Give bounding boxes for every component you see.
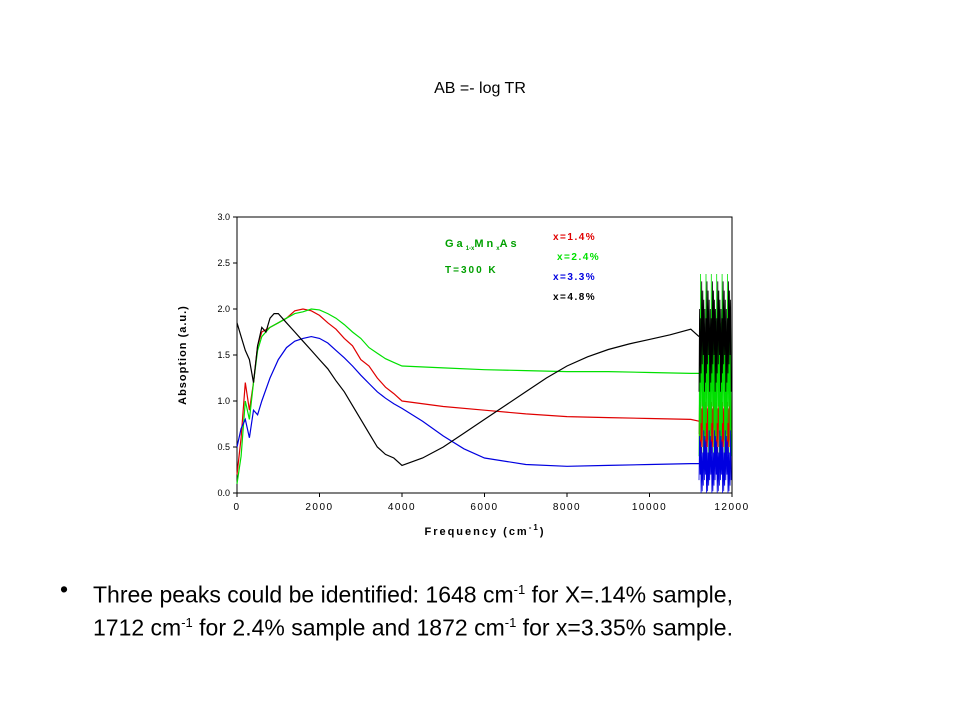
y-tick-label: 2.5: [217, 258, 230, 268]
y-tick-label: 1.0: [217, 396, 230, 406]
material-prefix: Ga: [445, 238, 466, 250]
y-tick-label: 0.0: [217, 488, 230, 498]
x-axis-label: Frequency (cm-1): [424, 523, 545, 538]
x-tick-label: 0: [233, 502, 240, 513]
series-noise-3: [698, 430, 732, 494]
material-annotation: Ga1-xMnxAs: [445, 238, 520, 252]
series-noise-4: [698, 281, 732, 392]
bullet-line2-c: for x=3.35% sample.: [516, 614, 733, 641]
slide-title: AB =- log TR: [434, 80, 526, 97]
noise-layer: [698, 273, 732, 494]
legend-entry-4: x=4.8%: [553, 292, 596, 303]
bullet-sup2: -1: [181, 614, 193, 630]
y-tick-label: 3.0: [217, 212, 230, 222]
x-axis-label-text: Frequency (cm: [424, 526, 528, 538]
absorption-chart: 0 2000 4000 6000 8000 10000 12000 0.0 0.5 1.0 1.5 2…: [177, 212, 749, 538]
temperature-annotation: T=300 K: [445, 265, 498, 276]
bullet-line1-b: for X=.14% sample,: [525, 581, 733, 608]
plot-frame: [236, 216, 733, 494]
material-sub1: 1-x: [466, 246, 475, 252]
bullet-line2-b: for 2.4% sample and 1872 cm: [192, 614, 505, 641]
x-tick-label: 6000: [470, 502, 498, 513]
x-tick-label: 2000: [305, 502, 333, 513]
bullet-list: • Three peaks could be identified: 1648 …: [60, 576, 940, 641]
x-tick-label: 10000: [632, 502, 667, 513]
material-suffix: As: [500, 238, 520, 250]
bullet-item: • Three peaks could be identified: 1648 …: [60, 576, 940, 641]
bullet-sup3: -1: [504, 614, 517, 630]
series-line-2: [236, 308, 699, 484]
x-tick-label: 4000: [388, 502, 416, 513]
x-axis-label-end: ): [540, 526, 546, 538]
x-axis-label-sup: -1: [529, 523, 540, 532]
y-tick-label: 1.5: [217, 350, 230, 360]
bullet-line1-a: Three peaks could be identified: 1648 cm: [93, 581, 514, 608]
series-line-1: [236, 308, 700, 475]
plot-area-border: [236, 216, 733, 494]
series-line-3: [236, 335, 699, 467]
bullet-marker: •: [60, 576, 69, 602]
series-layer: [236, 308, 700, 484]
legend-entry-3: x=3.3%: [553, 272, 596, 283]
bullet-sup1: -1: [513, 582, 526, 597]
y-tick-label: 2.0: [217, 304, 230, 314]
series-line-4: [236, 312, 700, 467]
y-tick-label: 0.5: [217, 442, 230, 452]
legend-entry-1: x=1.4%: [553, 232, 596, 243]
x-tick-label: 12000: [714, 502, 749, 513]
material-mid: Mn: [474, 238, 496, 250]
bullet-line2-a: 1712 cm: [93, 614, 182, 641]
x-tick-label: 8000: [553, 502, 581, 513]
legend-entry-2: x=2.4%: [557, 252, 600, 263]
legend: x=1.4% x=2.4% x=3.3% x=4.8%: [553, 232, 600, 303]
material-sub2: x: [496, 246, 500, 252]
tick-layer: 0 2000 4000 6000 8000 10000 12000 0.0 0.5 1.0 1.5 2…: [217, 212, 749, 513]
y-axis-label: Absoption (a.u.): [177, 305, 189, 405]
